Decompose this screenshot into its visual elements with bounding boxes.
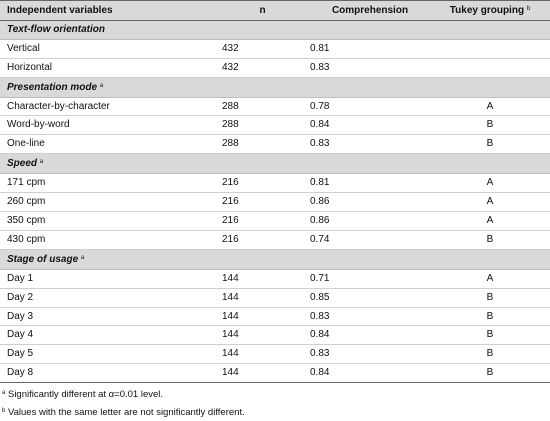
table-row: 430 cpm 216 0.74 B	[0, 230, 550, 250]
row-comprehension-value: 0.85	[310, 288, 430, 308]
row-variable-name: Word-by-word	[0, 115, 215, 136]
table-row: Vertical 432 0.81	[0, 39, 550, 59]
row-comprehension-value: 0.83	[310, 307, 430, 327]
row-variable-name: 350 cpm	[0, 211, 215, 231]
row-n-value: 144	[215, 307, 310, 327]
table-row: Character-by-character 288 0.78 A	[0, 97, 550, 117]
group-label: Presentation mode a	[0, 77, 550, 98]
results-table: Independent variables n Comprehension Tu…	[0, 0, 550, 384]
table-body: Text-flow orientation Vertical 432 0.81 Hori…	[0, 20, 550, 384]
row-variable-name: Day 1	[0, 269, 215, 289]
row-comprehension-value: 0.78	[310, 97, 430, 117]
row-n-value: 216	[215, 211, 310, 231]
header-n: n	[215, 0, 310, 21]
row-comprehension-value: 0.83	[310, 134, 430, 155]
table-row: One-line 288 0.83 B	[0, 134, 550, 155]
row-comprehension-value: 0.86	[310, 192, 430, 212]
group-header-stage-of-usage: Stage of usage a	[0, 249, 550, 270]
row-tukey-group: B	[430, 344, 550, 365]
row-n-value: 216	[215, 230, 310, 250]
row-n-value: 144	[215, 344, 310, 365]
row-variable-name: 171 cpm	[0, 173, 215, 194]
row-comprehension-value: 0.84	[310, 325, 430, 346]
row-variable-name: Day 5	[0, 344, 215, 365]
row-comprehension-value: 0.86	[310, 211, 430, 231]
table-row: Day 2 144 0.85 B	[0, 288, 550, 308]
table-header-row: Independent variables n Comprehension Tu…	[0, 0, 550, 21]
row-tukey-group: B	[430, 307, 550, 327]
group-label: Text-flow orientation	[0, 20, 550, 40]
table-row: Day 4 144 0.84 B	[0, 325, 550, 346]
row-comprehension-value: 0.81	[310, 39, 430, 59]
row-tukey-group: A	[430, 173, 550, 194]
row-n-value: 288	[215, 97, 310, 117]
row-variable-name: Day 8	[0, 363, 215, 384]
row-variable-name: 260 cpm	[0, 192, 215, 212]
group-label: Speed a	[0, 153, 550, 175]
footnotes: a Significantly different at α=0.01 leve…	[0, 385, 550, 421]
table-row: 350 cpm 216 0.86 A	[0, 211, 550, 231]
row-tukey-group: B	[430, 363, 550, 384]
row-tukey-group	[430, 39, 550, 59]
group-header-presentation-mode: Presentation mode a	[0, 77, 550, 98]
row-comprehension-value: 0.84	[310, 363, 430, 384]
row-tukey-group: B	[430, 115, 550, 136]
row-variable-name: One-line	[0, 134, 215, 155]
row-tukey-group: A	[430, 269, 550, 289]
row-n-value: 432	[215, 58, 310, 78]
row-variable-name: Day 4	[0, 325, 215, 346]
row-variable-name: Day 3	[0, 307, 215, 327]
table-row: Word-by-word 288 0.84 B	[0, 115, 550, 136]
row-variable-name: Day 2	[0, 288, 215, 308]
row-tukey-group: A	[430, 97, 550, 117]
row-variable-name: Character-by-character	[0, 97, 215, 117]
group-header-text-flow-orientation: Text-flow orientation	[0, 20, 550, 40]
row-tukey-group: B	[430, 230, 550, 250]
table-row: Day 5 144 0.83 B	[0, 344, 550, 365]
group-label: Stage of usage a	[0, 249, 550, 270]
row-n-value: 288	[215, 115, 310, 136]
row-variable-name: Horizontal	[0, 58, 215, 78]
row-n-value: 144	[215, 269, 310, 289]
row-tukey-group: B	[430, 325, 550, 346]
table-row: Day 3 144 0.83 B	[0, 307, 550, 327]
row-tukey-group: B	[430, 288, 550, 308]
row-tukey-group: B	[430, 134, 550, 155]
row-n-value: 288	[215, 134, 310, 155]
table-row: 260 cpm 216 0.86 A	[0, 192, 550, 212]
row-comprehension-value: 0.83	[310, 344, 430, 365]
table-row: Day 8 144 0.84 B	[0, 363, 550, 384]
row-tukey-group	[430, 58, 550, 78]
table-row: Horizontal 432 0.83	[0, 58, 550, 78]
row-n-value: 144	[215, 325, 310, 346]
row-variable-name: 430 cpm	[0, 230, 215, 250]
row-variable-name: Vertical	[0, 39, 215, 59]
footnote: a Significantly different at α=0.01 leve…	[2, 389, 164, 401]
header-independent-variables: Independent variables	[0, 0, 215, 21]
row-n-value: 216	[215, 192, 310, 212]
footnote: b Values with the same letter are not si…	[2, 407, 245, 419]
header-comprehension: Comprehension	[310, 0, 430, 21]
row-comprehension-value: 0.83	[310, 58, 430, 78]
row-n-value: 216	[215, 173, 310, 194]
group-header-speed: Speed a	[0, 153, 550, 175]
table-row: 171 cpm 216 0.81 A	[0, 173, 550, 194]
row-n-value: 144	[215, 288, 310, 308]
row-tukey-group: A	[430, 192, 550, 212]
row-comprehension-value: 0.84	[310, 115, 430, 136]
row-comprehension-value: 0.71	[310, 269, 430, 289]
header-tukey-grouping: Tukey grouping b	[430, 0, 550, 21]
row-n-value: 144	[215, 363, 310, 384]
row-comprehension-value: 0.81	[310, 173, 430, 194]
table-row: Day 1 144 0.71 A	[0, 269, 550, 289]
row-comprehension-value: 0.74	[310, 230, 430, 250]
row-tukey-group: A	[430, 211, 550, 231]
row-n-value: 432	[215, 39, 310, 59]
